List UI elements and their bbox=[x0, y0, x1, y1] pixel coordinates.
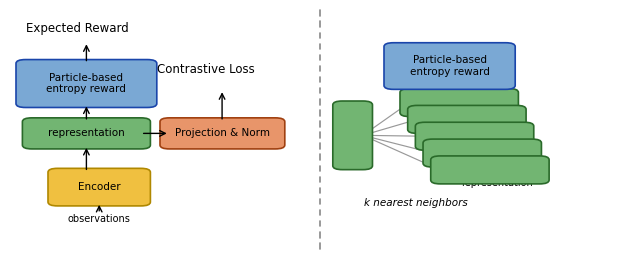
Text: Projection & Norm: Projection & Norm bbox=[175, 128, 270, 138]
Text: Contrastive Loss: Contrastive Loss bbox=[157, 63, 255, 76]
FancyBboxPatch shape bbox=[431, 156, 549, 184]
Text: Expected Reward: Expected Reward bbox=[26, 22, 129, 35]
FancyBboxPatch shape bbox=[160, 118, 285, 149]
Text: observations: observations bbox=[68, 214, 131, 224]
FancyBboxPatch shape bbox=[22, 118, 150, 149]
FancyBboxPatch shape bbox=[333, 101, 372, 170]
FancyBboxPatch shape bbox=[384, 43, 515, 89]
FancyBboxPatch shape bbox=[415, 122, 534, 150]
Text: Particle-based
entropy reward: Particle-based entropy reward bbox=[47, 73, 126, 94]
FancyBboxPatch shape bbox=[423, 139, 541, 167]
Text: representation: representation bbox=[48, 128, 125, 138]
Text: Particle-based
entropy reward: Particle-based entropy reward bbox=[410, 55, 490, 77]
FancyBboxPatch shape bbox=[48, 168, 150, 206]
Text: Encoder: Encoder bbox=[78, 182, 120, 192]
FancyBboxPatch shape bbox=[408, 105, 526, 133]
Text: k nearest neighbors: k nearest neighbors bbox=[364, 198, 468, 208]
FancyBboxPatch shape bbox=[400, 89, 518, 117]
Text: representation: representation bbox=[461, 178, 532, 188]
FancyBboxPatch shape bbox=[16, 60, 157, 107]
